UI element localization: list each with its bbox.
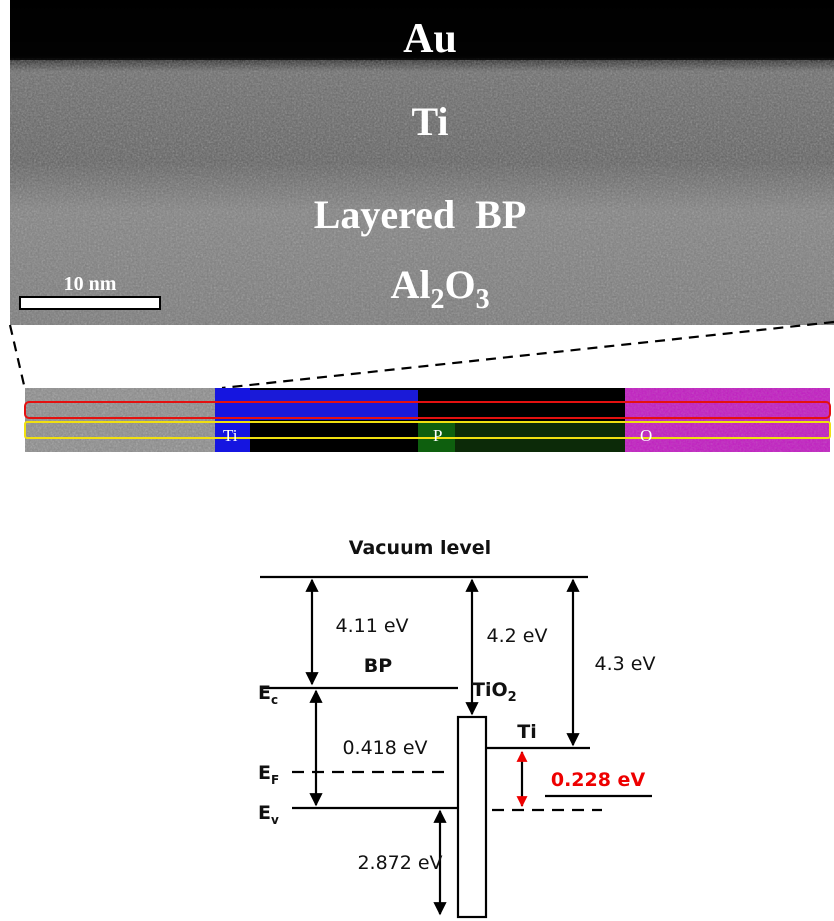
energy-label: 4.2 eV — [487, 625, 548, 647]
energy-label: 4.3 eV — [595, 653, 656, 675]
level-label: Ec — [258, 682, 278, 707]
eds-label: P — [433, 426, 442, 445]
material-label: Ti — [517, 721, 536, 743]
scale-label: 10 nm — [64, 273, 117, 295]
material-label: TiO2 — [472, 679, 517, 705]
level-label: EF — [258, 762, 279, 787]
figure: Au Ti Layered BP Al2O3 10 nm Ti P O Vacu… — [0, 0, 834, 921]
diagram-title: Vacuum level — [349, 537, 491, 559]
level-label: Ev — [258, 802, 279, 827]
eds-strip: Ti P O — [25, 388, 830, 452]
energy-label: 2.872 eV — [357, 852, 442, 874]
band-diagram: Vacuum level 4.11 eV 4.2 eV 4.3 eV 0.418… — [258, 537, 655, 917]
tem-image: Au Ti Layered BP Al2O3 10 nm — [10, 0, 834, 325]
energy-label: 4.11 eV — [335, 615, 408, 637]
energy-label: 0.418 eV — [342, 737, 427, 759]
zoom-line — [10, 325, 24, 385]
layer-label: Layered BP — [314, 192, 527, 237]
material-label: BP — [364, 655, 392, 677]
layer-label: Ti — [411, 99, 448, 144]
scale-bar — [20, 297, 160, 309]
eds-label: O — [640, 426, 652, 445]
eds-label: Ti — [223, 426, 238, 445]
layer-label: Au — [403, 16, 457, 62]
barrier-label: 0.228 eV — [551, 769, 646, 791]
zoom-line — [222, 322, 834, 388]
